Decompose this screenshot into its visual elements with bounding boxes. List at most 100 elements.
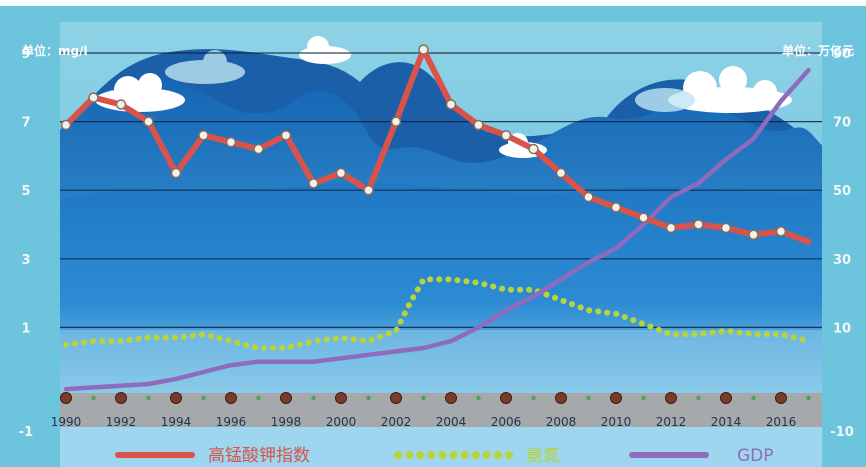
data-point [170,167,182,179]
data-point [528,143,539,155]
data-point [280,130,292,141]
x-axis-minor-marker [696,395,701,401]
x-axis-minor-marker [476,395,481,401]
x-axis-marker [390,392,402,404]
x-tick-label: 2004 [436,415,467,429]
x-axis-dots [60,392,811,404]
data-point [720,222,732,234]
legend-label: 高锰酸钾指数 [208,446,310,466]
legend-label: GDP [737,446,774,466]
y-left-tick-label: 3 [21,253,30,268]
x-tick-label: 1998 [271,415,302,429]
y-unit-left: 单位：mg/l [22,43,88,58]
data-point [115,99,127,110]
data-point [775,226,787,237]
x-axis-minor-marker [311,395,316,401]
x-axis-minor-marker [641,395,646,401]
x-axis-marker [610,392,622,404]
y-unit-right: 单位：万亿元 [782,43,854,58]
data-point [500,130,512,141]
data-point [335,167,347,179]
x-axis-marker [555,392,567,404]
x-axis-marker [115,392,127,404]
y-right-tick-label: -10 [830,425,854,440]
data-point [143,116,154,127]
data-point [88,92,99,103]
data-point [693,219,704,230]
x-axis-minor-marker [146,395,151,401]
x-tick-label: 2014 [711,415,742,429]
x-axis-marker [170,392,182,404]
y-axis-right: -10 10 30 50 70 90 [830,47,854,440]
y-left-tick-label: 1 [21,321,30,336]
y-right-tick-label: 30 [833,253,851,268]
legend: 高锰酸钾指数 氨氮 GDP [115,446,774,466]
data-point [555,167,567,179]
x-axis: 1990 1992 1994 1996 1998 2000 2002 2004 2006 2008… [51,415,797,429]
x-axis-marker [225,392,237,404]
data-point [198,130,209,141]
grid-lines [60,52,822,328]
x-tick-label: 2016 [766,415,797,429]
y-left-tick-label: 9 [21,47,30,62]
x-axis-marker [335,392,347,404]
x-axis-marker [445,392,457,404]
x-tick-label: 2010 [601,415,632,429]
y-left-tick-label: -1 [19,425,33,440]
data-point [253,143,264,155]
series-layer [63,46,812,392]
x-axis-minor-marker [91,395,96,401]
y-right-tick-label: 70 [833,116,851,131]
x-axis-minor-marker [256,395,261,401]
data-point [665,222,677,234]
top-border [0,0,866,6]
x-tick-label: 1990 [51,415,82,429]
x-axis-marker [665,392,677,404]
x-axis-marker [775,392,787,404]
x-axis-minor-marker [366,395,371,401]
legend-label: 氨氮 [526,446,560,466]
x-axis-minor-marker [201,395,206,401]
x-tick-label: 2012 [656,415,687,429]
x-axis-minor-marker [421,395,426,401]
x-axis-band [60,393,822,427]
data-point [60,119,72,131]
data-point [308,178,319,189]
y-left-tick-label: 7 [21,116,30,131]
x-axis-marker [500,392,512,404]
x-axis-minor-marker [751,395,756,401]
data-point [610,202,622,213]
series-line-1 [63,276,812,351]
x-axis-minor-marker [806,395,811,401]
x-tick-label: 1996 [216,415,247,429]
series-line-0 [63,46,812,245]
data-point [473,119,484,131]
x-tick-label: 2006 [491,415,522,429]
data-point [583,191,594,203]
x-tick-label: 2002 [381,415,412,429]
y-axis-left: -1 1 3 5 7 9 [19,47,33,440]
x-tick-label: 1992 [106,415,137,429]
data-point [363,184,374,196]
y-right-tick-label: 50 [833,184,851,199]
x-axis-minor-marker [586,395,591,401]
data-point [748,229,759,241]
x-tick-label: 2000 [326,415,357,429]
y-right-tick-label: 90 [833,47,851,62]
x-axis-marker [720,392,732,404]
x-axis-marker [280,392,292,404]
x-axis-marker [60,392,72,404]
y-right-tick-label: 10 [833,321,851,336]
series-line-2 [63,67,811,392]
x-axis-minor-marker [531,395,536,401]
data-point [445,99,457,110]
marker-layer [60,44,787,241]
x-tick-label: 2008 [546,415,577,429]
y-left-tick-label: 5 [21,184,30,199]
x-tick-label: 1994 [161,415,192,429]
data-point [418,44,429,55]
data-point [390,116,402,127]
data-point [638,212,649,223]
